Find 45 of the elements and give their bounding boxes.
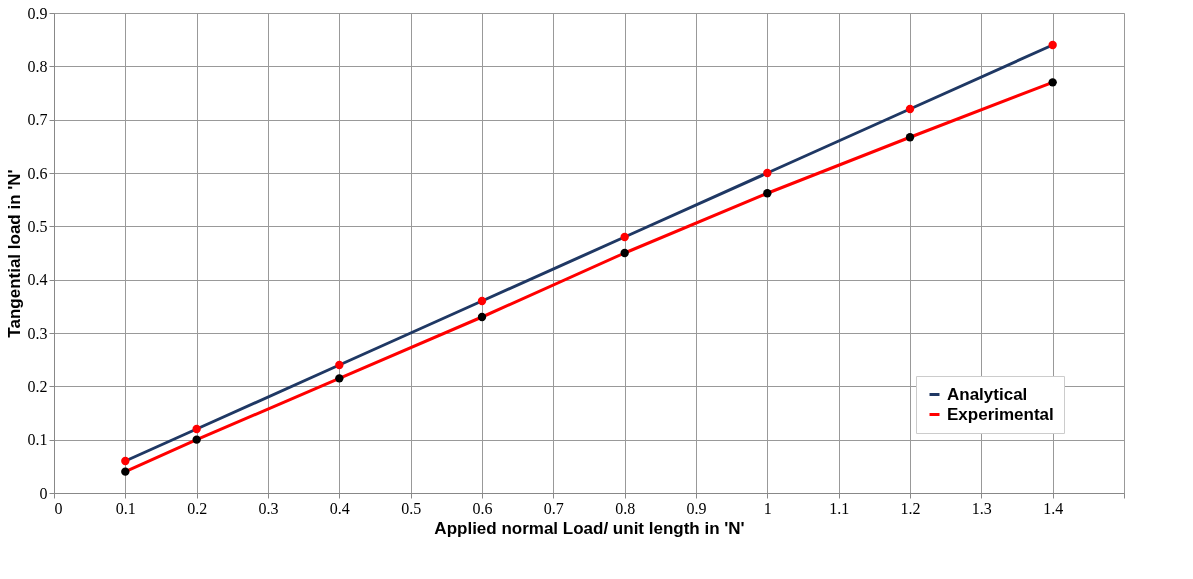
y-axis-title: Tangential load in 'N' bbox=[4, 169, 24, 338]
point bbox=[335, 360, 344, 370]
y-tick-label: 0.7 bbox=[27, 111, 48, 129]
x-tick-label: 1.1 bbox=[829, 499, 850, 517]
x-tick-label: 0.3 bbox=[258, 499, 279, 517]
x-tick-label: 1 bbox=[763, 499, 772, 517]
point bbox=[763, 189, 772, 198]
y-tick-label: 0.9 bbox=[27, 4, 48, 22]
legend-label: Analytical bbox=[947, 384, 1028, 404]
point bbox=[1048, 78, 1057, 87]
x-tick-label: 1.4 bbox=[1043, 499, 1064, 517]
point bbox=[477, 312, 487, 322]
point bbox=[121, 467, 130, 476]
point bbox=[620, 248, 629, 258]
y-tick-label: 0.3 bbox=[27, 324, 48, 342]
y-tick-label: 0.4 bbox=[27, 271, 48, 289]
legend-label: Experimental bbox=[947, 404, 1054, 424]
y-tick-label: 0 bbox=[39, 484, 48, 502]
x-tick-label: 0.5 bbox=[401, 499, 422, 517]
x-tick-label: 0.6 bbox=[472, 499, 493, 517]
x-tick-label: 1.3 bbox=[971, 499, 992, 517]
point bbox=[1048, 40, 1057, 50]
y-tick-label: 0.8 bbox=[27, 57, 48, 75]
point bbox=[905, 104, 915, 114]
x-tick-label: 0 bbox=[54, 499, 63, 517]
point bbox=[335, 374, 344, 383]
y-tick-label: 0.5 bbox=[27, 217, 48, 235]
point bbox=[620, 232, 629, 242]
x-tick-label: 1.2 bbox=[900, 499, 921, 517]
point bbox=[477, 296, 487, 306]
x-tick-label: 0.9 bbox=[686, 499, 707, 517]
x-axis-title: Applied normal Load/ unit length in 'N' bbox=[434, 518, 745, 538]
x-tick-label: 0.1 bbox=[115, 499, 136, 517]
point bbox=[192, 424, 201, 434]
y-tick-label: 0.6 bbox=[27, 164, 48, 182]
point bbox=[121, 456, 130, 466]
x-tick-label: 0.2 bbox=[187, 499, 208, 517]
x-tick-label: 0.4 bbox=[329, 499, 350, 517]
point bbox=[763, 168, 772, 178]
x-tick-label: 0.8 bbox=[615, 499, 636, 517]
point bbox=[905, 133, 915, 142]
x-tick-label: 0.7 bbox=[543, 499, 564, 517]
y-tick-label: 0.1 bbox=[27, 431, 48, 449]
y-tick-label: 0.2 bbox=[27, 377, 48, 395]
point bbox=[192, 435, 201, 444]
